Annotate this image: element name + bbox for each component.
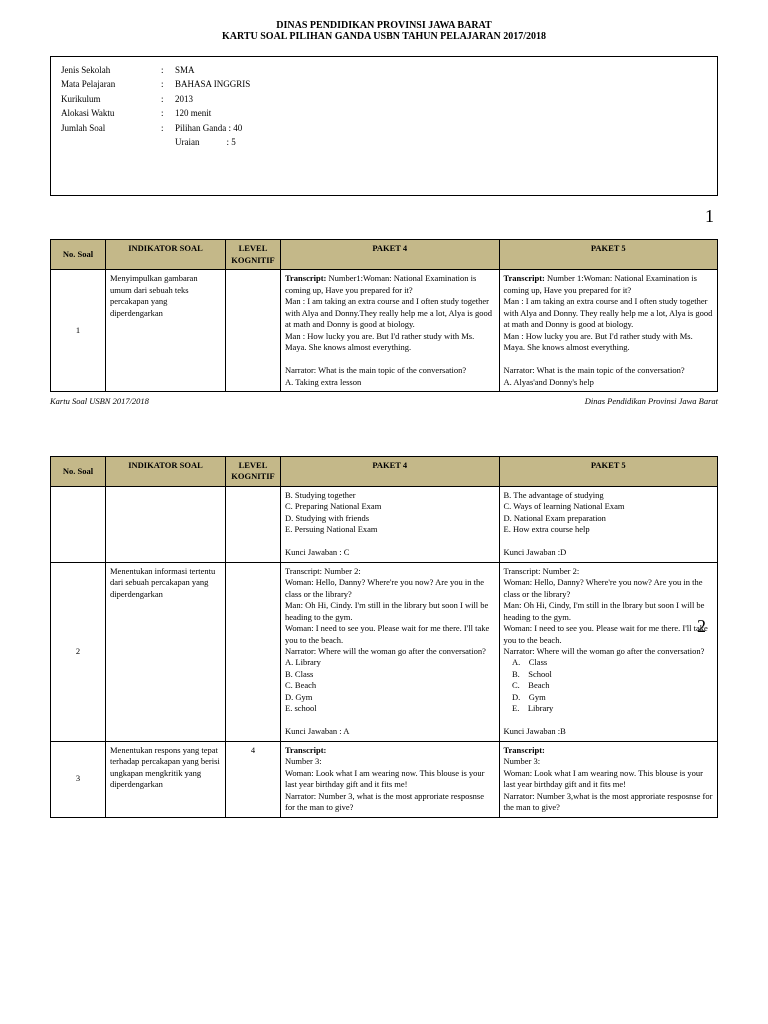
col-level: LEVEL KOGNITIF [226,240,281,270]
table-row: B. Studying together C. Preparing Nation… [51,486,718,562]
footer-left: Kartu Soal USBN 2017/2018 [50,396,149,406]
col-paket5: PAKET 5 [499,456,718,486]
cell-paket4: Transcript: Number1:Woman: National Exam… [281,270,500,392]
col-no: No. Soal [51,456,106,486]
footer-right: Dinas Pendidikan Provinsi Jawa Barat [585,396,718,406]
cell-paket4: B. Studying together C. Preparing Nation… [281,486,500,562]
info-label: Jumlah Soal [61,121,161,135]
title-line2: KARTU SOAL PILIHAN GANDA USBN TAHUN PELA… [50,31,718,42]
col-paket4: PAKET 4 [281,456,500,486]
table-row: 1 Menyimpulkan gambaran umum dari sebuah… [51,270,718,392]
col-no: No. Soal [51,240,106,270]
col-paket5: PAKET 5 [499,240,718,270]
title-line1: DINAS PENDIDIKAN PROVINSI JAWA BARAT [50,20,718,31]
cell-paket5: Transcript:Number 3: Woman: Look what I … [499,741,718,817]
info-label: Mata Pelajaran [61,77,161,91]
table-row: 3 Menentukan respons yang tepat terhadap… [51,741,718,817]
page-number-2: 2 [697,616,706,637]
col-indikator: INDIKATOR SOAL [106,456,226,486]
page-footer: Kartu Soal USBN 2017/2018 Dinas Pendidik… [50,396,718,406]
info-box: Jenis Sekolah:SMAMata Pelajaran:BAHASA I… [50,56,718,196]
info-label: Kurikulum [61,92,161,106]
info-label: Alokasi Waktu [61,106,161,120]
table-row: 2 Menentukan informasi tertentu dari seb… [51,562,718,741]
cell-no: 3 [51,741,106,817]
col-indikator: INDIKATOR SOAL [106,240,226,270]
cell-level: 4 [226,741,281,817]
info-label: Jenis Sekolah [61,63,161,77]
cell-paket4: Transcript:Number 3: Woman: Look what I … [281,741,500,817]
cell-paket4: Transcript: Number 2: Woman: Hello, Dann… [281,562,500,741]
question-table-2: No. Soal INDIKATOR SOAL LEVEL KOGNITIF P… [50,456,718,818]
info-value: 2013 [175,92,707,106]
info-value: BAHASA INGGRIS [175,77,707,91]
page-number-1: 1 [50,206,718,227]
col-level: LEVEL KOGNITIF [226,456,281,486]
info-extra: Uraian : 5 [175,135,707,149]
cell-level [226,270,281,392]
cell-paket5: B. The advantage of studying C. Ways of … [499,486,718,562]
cell-paket5: Transcript: Number 2: Woman: Hello, Dann… [499,562,718,741]
cell-no: 1 [51,270,106,392]
col-paket4: PAKET 4 [281,240,500,270]
cell-no: 2 [51,562,106,741]
info-value: 120 menit [175,106,707,120]
cell-indikator: Menentukan informasi tertentu dari sebua… [106,562,226,741]
question-table-1: No. Soal INDIKATOR SOAL LEVEL KOGNITIF P… [50,239,718,392]
info-value: SMA [175,63,707,77]
cell-paket5: Transcript: Number 1:Woman: National Exa… [499,270,718,392]
info-value: Pilihan Ganda : 40 [175,121,707,135]
cell-indikator: Menentukan respons yang tepat terhadap p… [106,741,226,817]
cell-indikator: Menyimpulkan gambaran umum dari sebuah t… [106,270,226,392]
doc-title: DINAS PENDIDIKAN PROVINSI JAWA BARAT KAR… [50,20,718,42]
